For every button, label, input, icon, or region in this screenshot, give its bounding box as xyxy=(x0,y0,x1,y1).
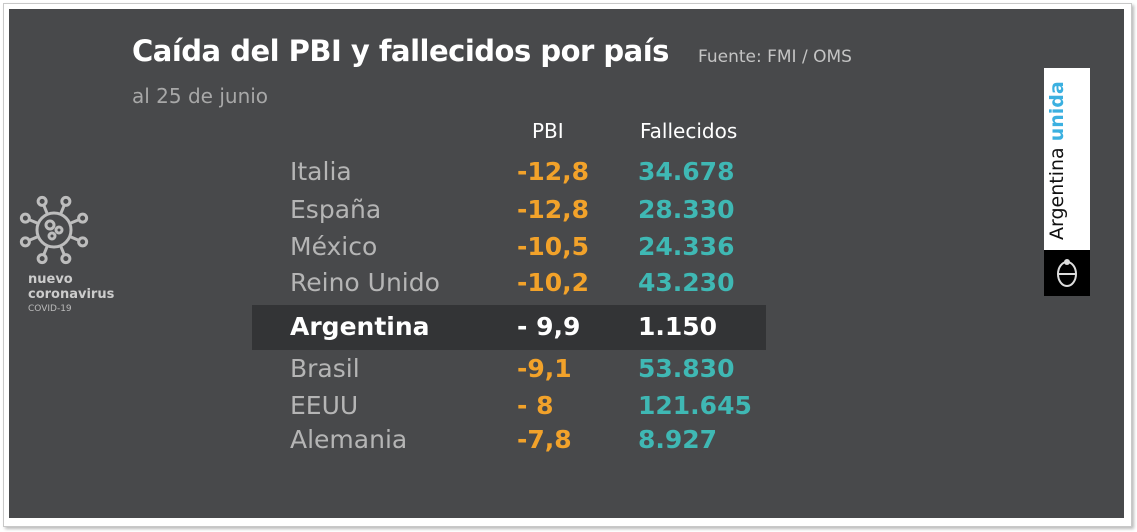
table-row: México -10,5 24.336 xyxy=(0,229,1137,265)
pbi-value: -9,1 xyxy=(517,354,572,383)
pbi-value: -12,8 xyxy=(517,157,590,186)
deaths-value: 24.336 xyxy=(638,232,735,261)
header-deaths: Fallecidos xyxy=(640,119,738,143)
table-row: EEUU - 8 121.645 xyxy=(0,388,1137,424)
table-row: Alemania -7,8 8.927 xyxy=(0,422,1137,458)
pbi-value: - 8 xyxy=(517,391,554,420)
table-row: Reino Unido -10,2 43.230 xyxy=(0,265,1137,301)
header-pbi: PBI xyxy=(532,119,564,143)
deaths-value: 1.150 xyxy=(638,312,718,341)
brand-logo xyxy=(1044,68,1090,250)
country-name: EEUU xyxy=(290,391,359,420)
country-name: Brasil xyxy=(290,354,360,383)
deaths-value: 43.230 xyxy=(638,268,735,297)
source-note: Fuente: FMI / OMS xyxy=(698,47,852,67)
highlight-band xyxy=(252,305,766,350)
country-name: Argentina xyxy=(290,312,430,341)
table-row: España -12,8 28.330 xyxy=(0,192,1137,228)
infographic-panel xyxy=(9,9,1124,518)
pbi-value: -10,5 xyxy=(517,232,590,261)
country-name: Alemania xyxy=(290,425,408,454)
deaths-value: 28.330 xyxy=(638,195,735,224)
brand-text: Argentina unida xyxy=(1046,81,1068,240)
pbi-value: - 9,9 xyxy=(517,312,581,341)
pbi-value: -7,8 xyxy=(517,425,572,454)
virus-logo-subtext: COVID-19 xyxy=(28,304,72,314)
virus-icon xyxy=(19,195,89,265)
deaths-value: 53.830 xyxy=(638,354,735,383)
deaths-value: 8.927 xyxy=(638,425,718,454)
pbi-value: -12,8 xyxy=(517,195,590,224)
table-row: Argentina - 9,9 1.150 xyxy=(0,309,1137,345)
subtitle: al 25 de junio xyxy=(132,84,269,108)
coat-of-arms-icon xyxy=(1044,250,1090,296)
country-name: España xyxy=(290,195,382,224)
deaths-value: 121.645 xyxy=(638,391,752,420)
deaths-value: 34.678 xyxy=(638,157,735,186)
pbi-value: -10,2 xyxy=(517,268,590,297)
country-name: Reino Unido xyxy=(290,268,440,297)
virus-logo-text: nuevo coronavirus xyxy=(28,272,115,302)
country-name: México xyxy=(290,232,378,261)
country-name: Italia xyxy=(290,157,352,186)
table-row: Italia -12,8 34.678 xyxy=(0,154,1137,190)
page-title: Caída del PBI y fallecidos por país xyxy=(132,34,669,68)
table-row: Brasil -9,1 53.830 xyxy=(0,351,1137,387)
